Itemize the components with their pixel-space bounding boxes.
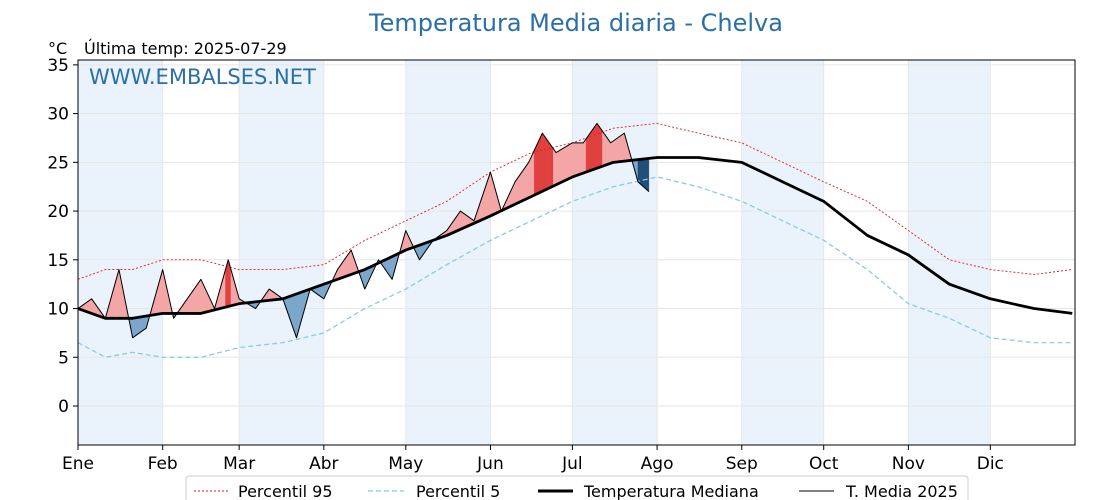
x-tick-label: Ene — [62, 454, 94, 474]
y-tick-label: 25 — [47, 153, 69, 173]
anomaly-fill-segment — [618, 134, 622, 162]
anomaly-fill-segment — [197, 278, 202, 314]
anomaly-fill-segment — [569, 142, 573, 179]
y-tick-label: 35 — [47, 56, 69, 76]
anomaly-fill-segment — [585, 134, 589, 173]
anomaly-fill-segment — [531, 150, 535, 197]
anomaly-fill-segment — [580, 142, 584, 175]
y-tick-label: 0 — [58, 397, 69, 417]
month-bands — [78, 60, 991, 445]
anomaly-fill-segment — [460, 210, 464, 230]
anomaly-fill-segment — [542, 132, 546, 192]
anomaly-fill-segment — [577, 142, 581, 176]
legend-current-label: T. Media 2025 — [845, 482, 958, 500]
x-tick-label: Feb — [148, 454, 178, 474]
x-tick-label: May — [388, 454, 423, 474]
month-band — [741, 60, 824, 445]
x-tick-label: Jun — [476, 454, 504, 474]
series-line-p95 — [77, 122, 1073, 280]
anomaly-fill-segment — [536, 138, 540, 195]
anomaly-fill-segment — [602, 130, 606, 167]
anomaly-fill-segment — [528, 156, 532, 199]
x-tick-label: Nov — [892, 454, 925, 474]
anomaly-fill-segment — [615, 136, 620, 163]
anomaly-fill-segment — [621, 132, 625, 162]
anomaly-fill-segment — [574, 142, 579, 177]
anomaly-fill-segment — [588, 130, 592, 172]
anomaly-fill-segment — [140, 316, 144, 333]
x-tick-label: Ago — [641, 454, 674, 474]
month-band — [78, 60, 163, 445]
anomaly-fill-segment — [195, 282, 199, 314]
series-line-median — [77, 156, 1073, 320]
anomaly-fills — [77, 122, 650, 339]
anomaly-fill-segment — [520, 169, 524, 202]
series-line-p5 — [77, 176, 1073, 358]
anomaly-fill-segment — [137, 316, 142, 335]
anomaly-fill-segment — [539, 133, 543, 193]
anomaly-fill-segment — [558, 148, 562, 184]
anomaly-fill-segment — [561, 147, 565, 183]
legend: Percentil 95 Percentil 5 Temperatura Med… — [185, 475, 969, 500]
plot-frame — [77, 59, 1076, 446]
x-tick-label: Dic — [977, 454, 1004, 474]
anomaly-fill-segment — [132, 317, 136, 339]
x-axis: Ene Feb Mar Abr May Jun Jul Ago Sep Oct Nov Dic — [62, 445, 1004, 474]
month-band — [572, 60, 658, 445]
legend-box — [185, 475, 969, 500]
anomaly-fill-segment — [135, 317, 139, 337]
anomaly-fill-segment — [564, 145, 568, 182]
chart-title: Temperatura Media diaria - Chelva — [368, 9, 783, 37]
anomaly-fill-segment — [599, 126, 603, 168]
y-tick-label: 10 — [47, 300, 69, 320]
anomaly-fill-segment — [555, 150, 559, 186]
legend-p95-label: Percentil 95 — [238, 482, 333, 500]
legend-p5-label: Percentil 5 — [416, 482, 500, 500]
anomaly-fill-segment — [517, 173, 521, 204]
x-tick-label: Abr — [309, 454, 338, 474]
anomaly-fill-segment — [583, 138, 587, 174]
y-tick-label: 30 — [47, 105, 69, 125]
anomaly-fill-segment — [645, 158, 650, 193]
x-tick-label: Mar — [223, 454, 255, 474]
legend-median-label: Temperatura Mediana — [583, 482, 759, 500]
y-tick-label: 20 — [47, 202, 69, 222]
anomaly-fill-segment — [533, 144, 538, 196]
y-unit-label: °C — [48, 39, 67, 58]
anomaly-fill-segment — [572, 142, 576, 178]
anomaly-fill-segment — [553, 148, 557, 187]
anomaly-fill-segment — [566, 144, 570, 180]
anomaly-fill-segment — [604, 134, 609, 166]
anomaly-fill-segment — [610, 140, 614, 164]
anomaly-fill-segment — [596, 122, 600, 169]
series-line-current — [77, 122, 650, 339]
month-band — [908, 60, 991, 445]
x-tick-label: Jul — [561, 454, 583, 474]
anomaly-fill-segment — [591, 126, 595, 171]
watermark: WWW.EMBALSES.NET — [89, 65, 316, 89]
anomaly-fill-segment — [643, 158, 647, 190]
y-tick-label: 5 — [58, 348, 69, 368]
y-axis: 0 5 10 15 20 25 30 35 — [47, 56, 78, 417]
month-band — [239, 60, 324, 445]
y-tick-label: 15 — [47, 251, 69, 271]
anomaly-fill-segment — [594, 122, 598, 170]
anomaly-fill-segment — [640, 158, 644, 188]
series-lines — [77, 122, 1073, 358]
anomaly-fill-segment — [544, 136, 549, 191]
anomaly-fill-segment — [525, 161, 529, 200]
anomaly-fill-segment — [613, 138, 617, 163]
x-tick-label: Oct — [809, 454, 839, 474]
x-tick-label: Sep — [726, 454, 758, 474]
anomaly-fill-segment — [550, 144, 554, 188]
last-temp-label: Última temp: 2025-07-29 — [84, 39, 287, 58]
anomaly-fill-segment — [523, 165, 527, 201]
